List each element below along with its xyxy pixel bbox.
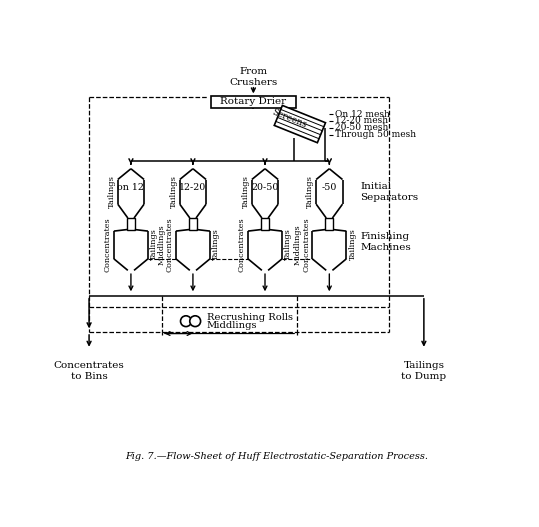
Circle shape [190,316,201,327]
Bar [211,95,296,108]
Circle shape [181,316,191,327]
Bar [127,218,135,230]
Text: Middlings: Middlings [206,320,257,329]
Text: Tailings: Tailings [284,228,292,260]
Bar [274,105,326,143]
Text: Tailings: Tailings [150,228,158,260]
Text: Tailings: Tailings [349,228,357,260]
Text: Concentrates
to Bins: Concentrates to Bins [54,361,125,380]
Text: Tailings: Tailings [306,175,314,208]
Text: On 12 mesh: On 12 mesh [335,110,390,119]
Text: Through 50 mesh: Through 50 mesh [335,130,416,139]
Text: From
Crushers: From Crushers [229,67,278,87]
Text: Recrushing Rolls: Recrushing Rolls [206,313,293,322]
Text: Concentrates: Concentrates [238,217,246,271]
Text: 12-20 mesh: 12-20 mesh [335,116,388,125]
Text: Tailings: Tailings [212,228,220,260]
Text: on 12: on 12 [118,183,144,192]
Text: Finishing
Machines: Finishing Machines [361,232,411,251]
Bar [189,218,197,230]
Text: -50: -50 [322,183,337,192]
Text: Tailings: Tailings [241,175,250,208]
Text: Concentrates: Concentrates [103,217,112,271]
Text: Middlings: Middlings [158,224,166,265]
Text: Tailings: Tailings [108,175,115,208]
Text: Concentrates: Concentrates [302,217,310,271]
Text: Middlings: Middlings [293,224,301,265]
Text: Initial
Separators: Initial Separators [361,182,418,201]
Text: Tailings
to Dump: Tailings to Dump [402,361,446,380]
Text: 20-50: 20-50 [251,183,279,192]
Text: Fig. 7.—Flow-Sheet of Huff Electrostatic-Separation Process.: Fig. 7.—Flow-Sheet of Huff Electrostatic… [125,452,428,461]
Text: Tailings: Tailings [170,175,177,208]
Bar [261,218,269,230]
Text: Concentrates: Concentrates [165,217,174,271]
Text: Screens: Screens [270,108,308,130]
Text: Rotary Drier: Rotary Drier [220,97,286,106]
Text: 20-50 mesh: 20-50 mesh [335,123,388,132]
Bar [326,218,333,230]
Text: 12-20: 12-20 [179,183,206,192]
